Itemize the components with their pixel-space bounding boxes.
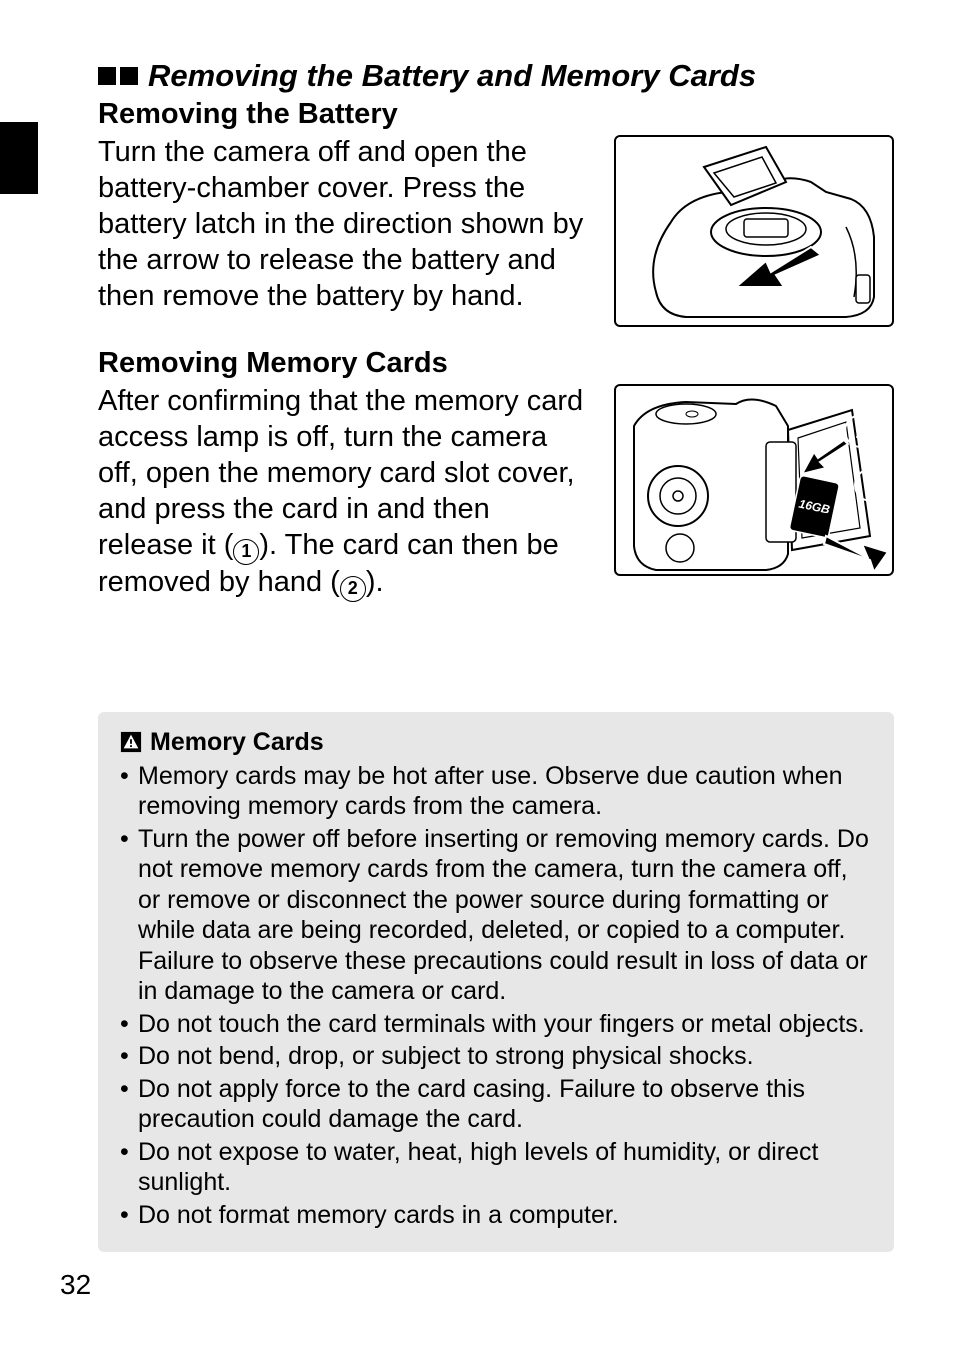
info-title-row: Memory Cards bbox=[120, 728, 872, 757]
info-title: Memory Cards bbox=[150, 728, 324, 757]
info-item: Memory cards may be hot after use. Obser… bbox=[120, 761, 872, 822]
caution-icon bbox=[120, 731, 142, 753]
section-title-row: Removing the Battery and Memory Cards bbox=[98, 58, 894, 94]
step-1-icon: 1 bbox=[233, 539, 259, 565]
battery-body: Turn the camera off and open the battery… bbox=[98, 135, 586, 315]
memcard-body-post: ). bbox=[366, 566, 384, 598]
info-list: Memory cards may be hot after use. Obser… bbox=[120, 761, 872, 1231]
section-title: Removing the Battery and Memory Cards bbox=[148, 58, 756, 94]
info-item: Do not bend, drop, or subject to strong … bbox=[120, 1041, 872, 1072]
figure-step-2-icon: 2 bbox=[854, 468, 888, 502]
page: Removing the Battery and Memory Cards Re… bbox=[0, 0, 954, 1345]
memcard-figure: 16GB 1 2 bbox=[614, 384, 894, 576]
memcard-heading: Removing Memory Cards bbox=[98, 347, 894, 380]
section-marker-icon bbox=[98, 67, 138, 85]
memcard-row: After confirming that the memory card ac… bbox=[98, 384, 894, 602]
battery-row: Turn the camera off and open the battery… bbox=[98, 135, 894, 327]
info-item: Do not format memory cards in a computer… bbox=[120, 1200, 872, 1231]
memcard-body: After confirming that the memory card ac… bbox=[98, 384, 586, 602]
side-tab-marker bbox=[0, 122, 38, 194]
page-number: 32 bbox=[60, 1269, 91, 1301]
figure-step-1-icon: 1 bbox=[844, 414, 878, 448]
battery-heading: Removing the Battery bbox=[98, 98, 894, 131]
info-item: Turn the power off before inserting or r… bbox=[120, 824, 872, 1007]
step-2-icon: 2 bbox=[340, 576, 366, 602]
battery-figure bbox=[614, 135, 894, 327]
info-item: Do not touch the card terminals with you… bbox=[120, 1009, 872, 1040]
info-item: Do not apply force to the card casing. F… bbox=[120, 1074, 872, 1135]
info-item: Do not expose to water, heat, high level… bbox=[120, 1137, 872, 1198]
memory-cards-info-box: Memory Cards Memory cards may be hot aft… bbox=[98, 712, 894, 1253]
